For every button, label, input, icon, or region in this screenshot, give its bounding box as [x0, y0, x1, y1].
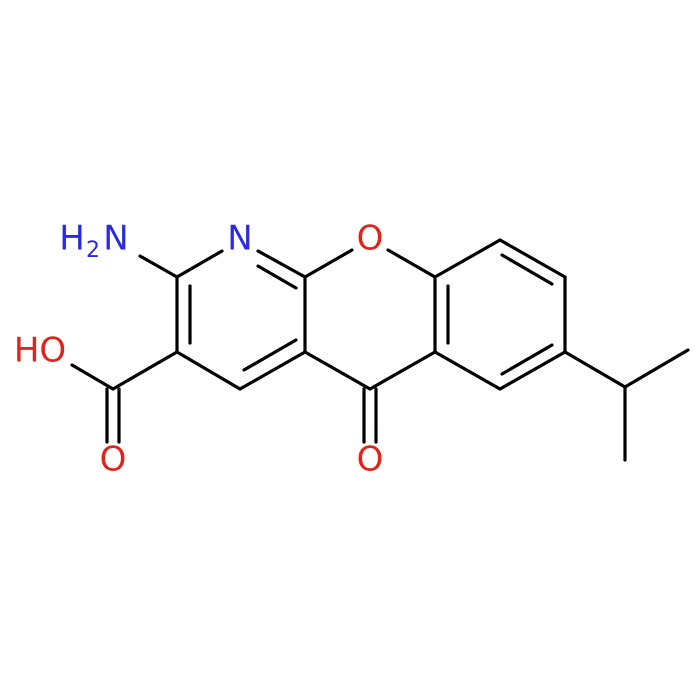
bond — [175, 350, 242, 391]
bond — [433, 350, 502, 391]
atom-label: O — [357, 440, 384, 480]
bond — [386, 248, 437, 279]
atom-label-subscript: 2 — [86, 238, 100, 263]
bond — [242, 338, 298, 372]
bond — [303, 350, 372, 391]
atom-labels: N O O O HO H 2 N — [14, 219, 384, 480]
bond — [498, 350, 567, 391]
atom-label: O — [357, 219, 384, 259]
bond — [500, 343, 554, 376]
bond — [238, 350, 307, 391]
bond — [303, 248, 354, 279]
atom-label: O — [100, 440, 127, 480]
bond — [563, 350, 627, 389]
bonds — [70, 238, 690, 462]
bond — [433, 238, 502, 279]
bond — [500, 253, 554, 286]
bond — [175, 249, 224, 279]
bond — [256, 249, 307, 279]
bond — [138, 254, 179, 279]
atom-label: N — [227, 219, 252, 259]
bond — [70, 363, 115, 391]
atom-label: HO — [14, 331, 66, 371]
atom-label: N — [103, 219, 128, 259]
atom-label: H — [59, 219, 85, 259]
bond — [256, 264, 298, 290]
bond — [111, 350, 179, 391]
bond — [498, 238, 567, 279]
bond — [623, 348, 690, 389]
bond — [368, 350, 437, 391]
